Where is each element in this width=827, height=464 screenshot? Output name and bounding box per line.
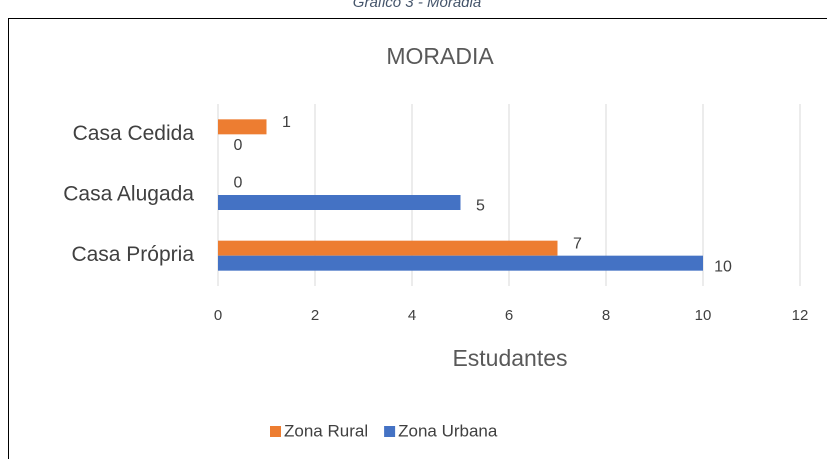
caption: Gráfico 3 - Moradia [353, 0, 481, 11]
x-axis-title: Estudantes [452, 345, 567, 371]
legend-swatch [270, 426, 281, 437]
x-tick-label: 2 [311, 307, 319, 324]
bar [218, 195, 461, 210]
x-tick-label: 8 [602, 307, 610, 324]
data-label: 1 [282, 114, 291, 131]
bar [218, 241, 558, 256]
y-tick-label: Casa Própria [71, 243, 194, 266]
x-tick-label: 6 [505, 307, 513, 324]
data-label: 10 [714, 258, 732, 275]
legend-label: Zona Urbana [398, 421, 498, 440]
bar [218, 256, 703, 271]
chart-border [9, 19, 827, 460]
data-label: 0 [234, 175, 243, 192]
data-label: 7 [573, 235, 582, 252]
x-tick-label: 0 [214, 307, 222, 324]
x-tick-label: 12 [792, 307, 809, 324]
data-label: 5 [476, 198, 485, 215]
data-label: 0 [234, 137, 243, 154]
chart-title: MORADIA [386, 43, 494, 69]
y-tick-label: Casa Cedida [73, 122, 195, 145]
legend-label: Zona Rural [284, 421, 368, 440]
x-tick-label: 10 [695, 307, 712, 324]
legend-swatch [384, 426, 395, 437]
y-tick-label: Casa Alugada [63, 183, 194, 206]
bar [218, 119, 267, 134]
x-tick-label: 4 [408, 307, 416, 324]
